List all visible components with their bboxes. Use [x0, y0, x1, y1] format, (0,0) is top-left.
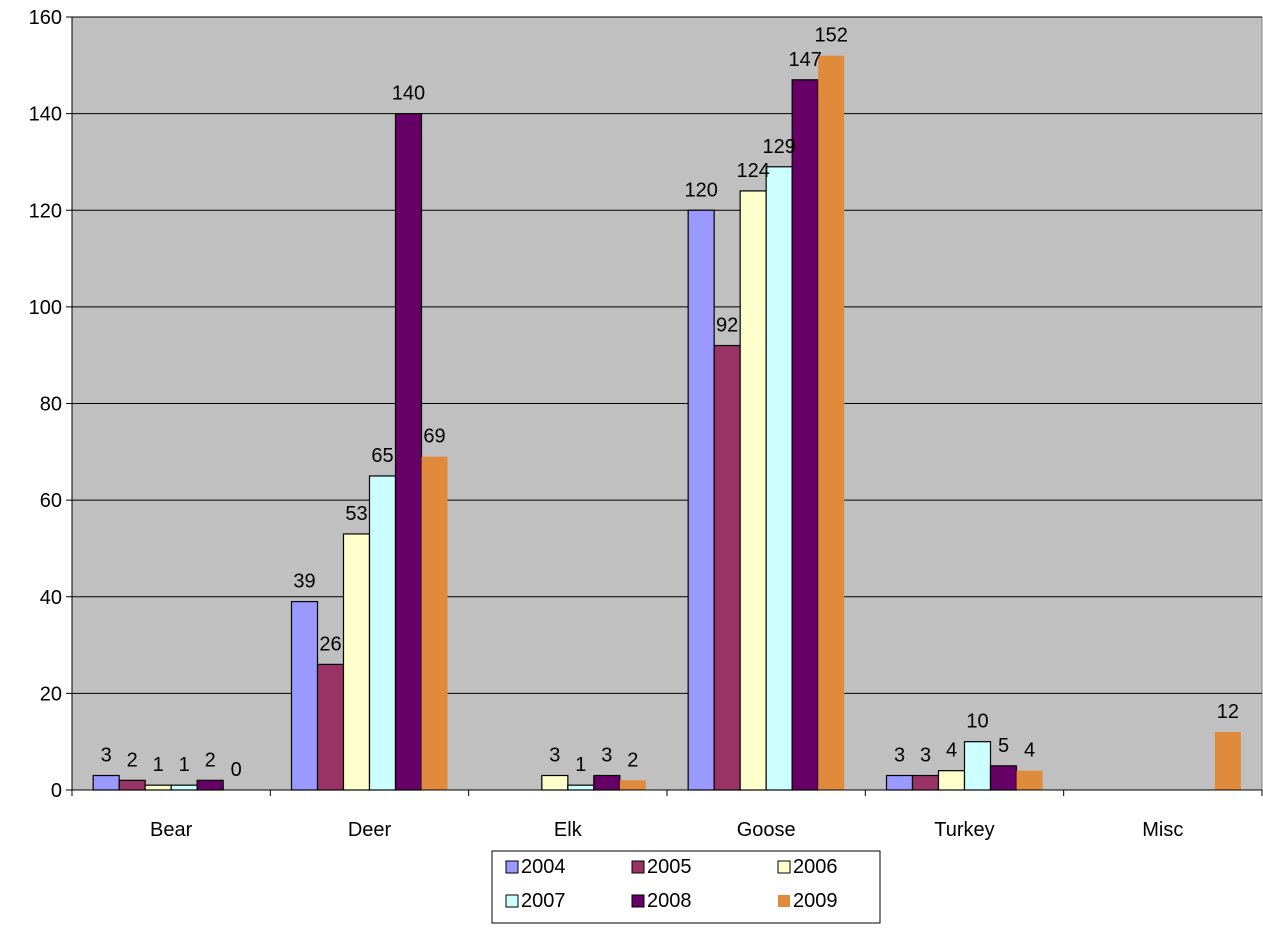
data-label: 3 [601, 745, 612, 767]
data-label: 69 [423, 426, 445, 448]
data-label: 65 [371, 445, 393, 467]
legend-label: 2005 [647, 856, 692, 878]
bar-2007-deer [368, 475, 397, 791]
bar-2006-bear [144, 784, 172, 791]
data-label: 1 [179, 754, 190, 776]
bar-2005-bear [118, 779, 146, 791]
bar-2004-goose [687, 209, 715, 791]
legend-box [491, 850, 881, 924]
data-label: 0 [231, 759, 242, 781]
bar-2007-bear [170, 784, 198, 791]
bar-2008-goose [791, 79, 819, 791]
data-label: 129 [762, 136, 795, 158]
y-tick-label: 80 [40, 394, 62, 416]
bar-2004-bear [92, 774, 120, 791]
bar-2005-turkey [911, 774, 940, 791]
data-label: 1 [153, 754, 164, 776]
x-tick-label: Deer [348, 819, 392, 841]
bar-2007-elk [567, 784, 595, 791]
bar-2009-turkey [1016, 770, 1043, 790]
bars [92, 55, 1241, 791]
x-tick-label: Turkey [934, 819, 994, 841]
legend-label: 2009 [793, 890, 838, 912]
bar-2004-turkey [885, 774, 914, 791]
bar-2004-deer [290, 600, 319, 791]
legend-swatch [505, 860, 519, 874]
x-tick-label: Goose [737, 819, 796, 841]
bar-2009-misc [1214, 732, 1241, 790]
data-label: 4 [946, 740, 957, 762]
y-tick-label: 0 [51, 780, 62, 802]
data-label: 120 [684, 179, 717, 201]
legend-label: 2004 [521, 856, 566, 878]
bar-2005-deer [316, 663, 345, 791]
data-label: 3 [894, 745, 905, 767]
data-label: 2 [205, 749, 216, 771]
data-label: 39 [293, 571, 315, 593]
data-label: 3 [549, 745, 560, 767]
bar-2006-deer [342, 533, 371, 791]
y-tick-label: 140 [29, 104, 62, 126]
bar-2006-turkey [937, 770, 966, 791]
data-label: 5 [998, 735, 1009, 757]
legend: 2004 2005 2006 2007 2008 2009 [491, 850, 881, 924]
bar-2007-goose [765, 166, 793, 791]
legend-swatch [505, 894, 519, 908]
data-label: 3 [920, 745, 931, 767]
bar-2009-deer [421, 456, 448, 790]
legend-label: 2007 [521, 890, 566, 912]
bar-2006-elk [541, 774, 569, 791]
legend-label: 2008 [647, 890, 692, 912]
bar-2008-elk [593, 774, 621, 791]
data-label: 3 [101, 745, 112, 767]
data-label: 1 [575, 754, 586, 776]
bar-2006-goose [739, 190, 767, 791]
bar-2009-goose [818, 55, 845, 790]
y-tick-label: 160 [29, 7, 62, 29]
legend-swatch [631, 894, 645, 908]
y-tick-label: 100 [29, 297, 62, 319]
data-label: 10 [966, 711, 988, 733]
bar-2008-bear [196, 779, 224, 791]
bar-2008-turkey [989, 765, 1018, 791]
data-label: 147 [788, 49, 821, 71]
data-label: 152 [814, 25, 847, 47]
legend-label: 2006 [793, 856, 838, 878]
data-label: 26 [319, 633, 341, 655]
legend-swatch [777, 860, 791, 874]
bar-2007-turkey [963, 741, 992, 791]
y-tick-label: 60 [40, 490, 62, 512]
data-label: 12 [1217, 701, 1239, 723]
data-label: 2 [627, 749, 638, 771]
data-label: 124 [736, 160, 769, 182]
bar-2009-elk [619, 780, 646, 790]
data-label: 140 [392, 83, 425, 105]
gridlines [72, 16, 1262, 694]
data-label: 4 [1024, 740, 1035, 762]
data-label: 2 [127, 749, 138, 771]
bar-2005-goose [713, 344, 741, 791]
y-tick-label: 120 [29, 200, 62, 222]
x-tick-label: Elk [554, 819, 583, 841]
y-tick-label: 40 [40, 587, 62, 609]
x-tick-label: Bear [150, 819, 193, 841]
legend-swatch [778, 895, 790, 907]
y-tick-label: 20 [40, 683, 62, 705]
bar-2008-deer [394, 113, 423, 791]
data-label: 92 [716, 315, 738, 337]
data-label: 53 [345, 503, 367, 525]
legend-swatch [631, 860, 645, 874]
x-tick-label: Misc [1142, 819, 1183, 841]
